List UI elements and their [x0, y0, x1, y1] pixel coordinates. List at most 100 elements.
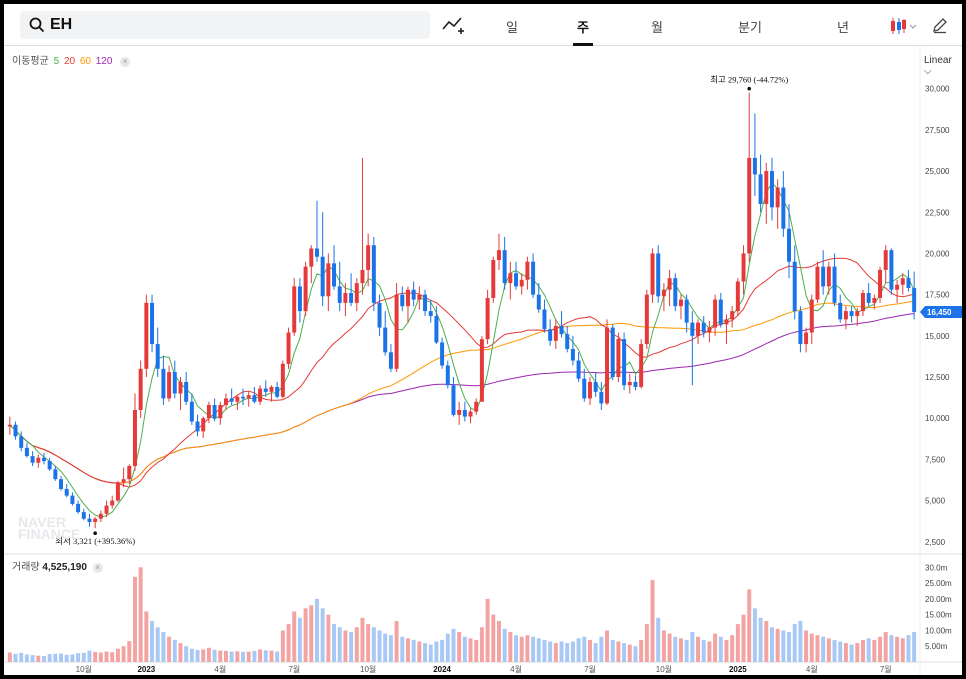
volume-bar: [468, 638, 473, 662]
moving-average-legend[interactable]: 이동평균 5 20 60 120 ×: [12, 52, 132, 67]
volume-bar: [417, 641, 422, 662]
volume-bar: [275, 651, 280, 662]
price-tick-label: 5,000: [925, 497, 946, 506]
search-box[interactable]: EH: [20, 11, 430, 39]
tab-month[interactable]: 월: [651, 20, 663, 35]
volume-bar: [201, 649, 206, 662]
volume-bar: [24, 654, 29, 662]
candle-body: [548, 329, 553, 341]
volume-bar: [155, 627, 160, 662]
candle-body: [138, 368, 143, 410]
candle-body: [59, 479, 64, 490]
volume-bar: [229, 651, 234, 662]
pencil-icon[interactable]: [931, 16, 949, 34]
volume-tick-label: 25.00m: [925, 579, 952, 588]
candle-body: [229, 398, 234, 402]
candle-body: [605, 327, 610, 404]
candle-body: [838, 302, 843, 320]
candle-body: [479, 339, 484, 402]
tab-year[interactable]: 년: [837, 20, 849, 35]
candle-body: [701, 322, 706, 333]
volume-bar: [644, 624, 649, 662]
candle-body: [821, 266, 826, 287]
candle-body: [189, 401, 194, 422]
ma-close-icon[interactable]: ×: [120, 57, 131, 67]
candle-body: [656, 253, 661, 297]
candle-body: [161, 368, 166, 399]
candle-body: [212, 405, 217, 419]
search-value[interactable]: EH: [50, 16, 73, 33]
candle-body: [559, 325, 564, 335]
volume-bar: [661, 630, 666, 662]
toolbar: EH 일 주 월 분기 년: [4, 4, 962, 46]
candle-body: [87, 518, 92, 522]
volume-bar: [388, 635, 393, 662]
volume-bar: [286, 624, 291, 662]
volume-bar: [912, 632, 917, 662]
volume-bar: [19, 652, 24, 662]
x-tick-label: 4월: [214, 664, 226, 674]
candle-body: [349, 292, 354, 303]
volume-bar: [36, 655, 41, 662]
candle-body: [696, 322, 701, 336]
candlestick-type-icon[interactable]: [888, 16, 918, 36]
candle-body: [440, 342, 445, 366]
trend-line-icon[interactable]: [441, 14, 465, 36]
volume-bar: [246, 651, 251, 662]
x-tick-label: 10월: [360, 664, 376, 674]
price-tick-label: 12,500: [925, 373, 950, 382]
volume-bar: [599, 636, 604, 662]
candle-body: [132, 409, 137, 466]
candle-body: [496, 250, 501, 261]
candle-body: [445, 365, 450, 386]
volume-bar: [127, 641, 132, 662]
volume-bar: [218, 650, 223, 662]
volume-bar: [258, 649, 263, 662]
candle-body: [337, 286, 342, 303]
candle-body: [280, 363, 285, 397]
candle-body: [553, 325, 558, 341]
candle-body: [787, 228, 792, 262]
volume-bar: [690, 632, 695, 662]
candle-body: [70, 495, 75, 504]
candle-body: [411, 289, 416, 300]
candle-body: [855, 311, 860, 317]
tab-day[interactable]: 일: [506, 20, 518, 35]
current-price-tag: [920, 305, 962, 318]
candle-body: [76, 503, 81, 513]
volume-tick-label: 15.00m: [925, 611, 952, 620]
candle-body: [485, 297, 490, 340]
volume-bar: [269, 650, 274, 662]
candle-body: [292, 286, 297, 333]
tab-quarter[interactable]: 분기: [738, 20, 762, 35]
candle-body: [104, 505, 109, 514]
candle-body: [144, 302, 149, 369]
tab-week[interactable]: 주: [577, 20, 589, 35]
volume-bar: [496, 620, 501, 662]
candle-body: [491, 260, 496, 298]
volume-bar: [832, 639, 837, 662]
volume-bar: [491, 614, 496, 662]
volume-bar: [121, 646, 126, 662]
high-annotation: 최고 29,760 (-44.72%): [710, 75, 788, 85]
volume-bar: [565, 643, 570, 662]
volume-bar: [878, 636, 883, 662]
price-tick-label: 2,500: [925, 538, 946, 547]
scale-dropdown[interactable]: Linear ⌵: [924, 55, 962, 77]
volume-bar: [366, 624, 371, 662]
candle-body: [127, 465, 132, 480]
volume-bar: [747, 589, 752, 662]
candle-body: [667, 278, 672, 290]
candle-body: [269, 386, 274, 392]
volume-close-icon[interactable]: ×: [92, 563, 103, 573]
candle-body: [849, 311, 854, 317]
candle-body: [241, 396, 246, 399]
candle-body: [206, 405, 211, 419]
price-chart[interactable]: 2,500 5,000 7,500 10,000 12,500 15,000 17,500 2…: [4, 46, 962, 675]
x-tick-label: 2024: [433, 665, 451, 674]
candle-body: [769, 171, 774, 208]
volume-bar: [485, 598, 490, 662]
volume-legend[interactable]: 거래량 4,525,190 ×: [12, 558, 103, 573]
candle-body: [843, 311, 848, 320]
candle-body: [314, 248, 319, 257]
